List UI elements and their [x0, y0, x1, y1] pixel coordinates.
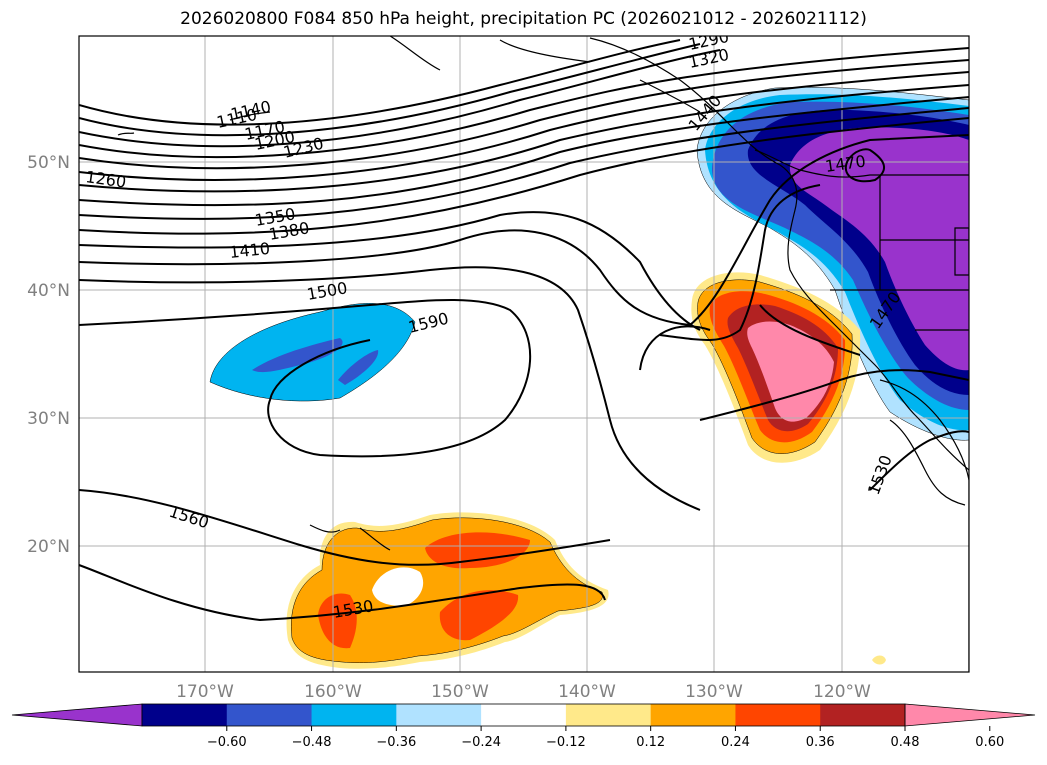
- colorbar-tick-label: 0.36: [806, 735, 835, 750]
- colorbar-segment: [396, 704, 482, 726]
- latitude-labels: 50°N 40°N 30°N 20°N: [27, 153, 70, 557]
- colorbar-segment: [311, 704, 397, 726]
- colorbar-tick-label: −0.36: [376, 735, 416, 750]
- lat-label-30n: 30°N: [27, 409, 70, 429]
- small-positive-blob: [872, 655, 886, 665]
- map-area: 1110 1140 1170 1200 1230 1260 1290 1320 …: [79, 36, 969, 672]
- negative-precip-pacific: [209, 303, 416, 402]
- colorbar-tick-label: 0.12: [636, 735, 665, 750]
- colorbar-tick-label: −0.60: [207, 735, 247, 750]
- colorbar-segment: [226, 704, 313, 726]
- contour-label-1410: 1410: [228, 239, 270, 262]
- lat-label-40n: 40°N: [27, 281, 70, 301]
- colorbar-segment: [820, 704, 906, 726]
- lon-label-120w: 120°W: [813, 682, 871, 702]
- lon-label-130w: 130°W: [685, 682, 743, 702]
- lon-label-160w: 160°W: [304, 682, 362, 702]
- colorbar-tick-label: −0.24: [461, 735, 501, 750]
- map-frame: [78, 35, 970, 673]
- colorbar-outline: [141, 703, 906, 727]
- colorbar-segment: [650, 704, 736, 726]
- colorbar: −0.60 −0.48 −0.36 −0.24 −0.12 0.12 0.24 0.36 0.4…: [11, 703, 1036, 750]
- colorbar-extend-min: [11, 703, 143, 727]
- colorbar-segment: [142, 704, 228, 726]
- positive-precip-subtropics: [286, 512, 609, 669]
- chart-title: 2026020800 F084 850 hPa height, precipit…: [180, 9, 867, 29]
- colorbar-tick-label: −0.12: [546, 735, 586, 750]
- positive-precip-california: [691, 272, 861, 463]
- lon-label-150w: 150°W: [431, 682, 489, 702]
- colorbar-tick-label: 0.48: [891, 735, 920, 750]
- lat-label-50n: 50°N: [27, 153, 70, 173]
- colorbar-segment: [481, 704, 567, 726]
- colorbar-segment: [565, 704, 652, 726]
- lon-label-170w: 170°W: [176, 682, 234, 702]
- graticule: [79, 36, 969, 672]
- colorbar-tick-label: 0.24: [721, 735, 750, 750]
- lat-label-20n: 20°N: [27, 537, 70, 557]
- height-contours: [79, 39, 969, 622]
- colorbar-tick-label: −0.48: [292, 735, 332, 750]
- lon-label-140w: 140°W: [558, 682, 616, 702]
- longitude-labels: 170°W 160°W 150°W 140°W 130°W 120°W: [176, 682, 871, 702]
- colorbar-segment: [735, 704, 821, 726]
- coastlines: [117, 36, 969, 672]
- colorbar-tick-label: 0.60: [975, 735, 1004, 750]
- colorbar-extend-max: [904, 703, 1036, 727]
